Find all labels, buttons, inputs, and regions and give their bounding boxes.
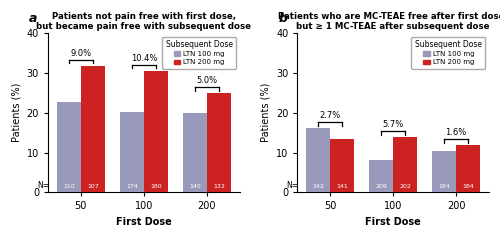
Text: a: a	[29, 12, 38, 25]
Text: 209: 209	[375, 184, 387, 189]
Bar	[80, 66, 104, 192]
Bar	[207, 93, 231, 192]
Bar	[120, 112, 144, 192]
Bar	[144, 71, 168, 192]
Text: N=: N=	[286, 181, 298, 190]
Legend: LTN 100 mg, LTN 200 mg: LTN 100 mg, LTN 200 mg	[162, 37, 236, 69]
Text: 202: 202	[399, 184, 411, 189]
Title: Patients not pain free with first dose,
but became pain free with subsequent dos: Patients not pain free with first dose, …	[36, 12, 252, 31]
Text: 110: 110	[63, 184, 74, 189]
Bar	[57, 102, 80, 192]
Text: 2.7%: 2.7%	[320, 111, 340, 120]
Bar	[306, 128, 330, 192]
Text: 5.0%: 5.0%	[196, 76, 218, 85]
Text: 107: 107	[87, 184, 99, 189]
Bar	[432, 151, 456, 192]
Text: 141: 141	[336, 184, 348, 189]
Legend: LTN 100 mg, LTN 200 mg: LTN 100 mg, LTN 200 mg	[412, 37, 486, 69]
X-axis label: First Dose: First Dose	[366, 217, 421, 227]
Bar	[456, 145, 480, 192]
Text: 180: 180	[150, 184, 162, 189]
Text: 1.6%: 1.6%	[446, 129, 467, 137]
Title: Patients who are MC-TEAE free after first dose,
but ≥ 1 MC-TEAE after subsequent: Patients who are MC-TEAE free after firs…	[278, 12, 500, 31]
Y-axis label: Patients (%): Patients (%)	[260, 83, 270, 143]
Text: 5.7%: 5.7%	[382, 120, 404, 129]
Text: 184: 184	[438, 184, 450, 189]
X-axis label: First Dose: First Dose	[116, 217, 172, 227]
Text: 142: 142	[312, 184, 324, 189]
Bar	[393, 137, 417, 192]
Y-axis label: Patients (%): Patients (%)	[11, 83, 21, 143]
Text: 140: 140	[189, 184, 201, 189]
Text: 184: 184	[462, 184, 474, 189]
Bar	[183, 113, 207, 192]
Bar	[369, 160, 393, 192]
Text: 174: 174	[126, 184, 138, 189]
Text: 10.4%: 10.4%	[130, 54, 157, 63]
Text: b: b	[278, 12, 287, 25]
Bar	[330, 139, 354, 192]
Text: 132: 132	[213, 184, 225, 189]
Text: 9.0%: 9.0%	[70, 49, 92, 58]
Text: N=: N=	[37, 181, 49, 190]
